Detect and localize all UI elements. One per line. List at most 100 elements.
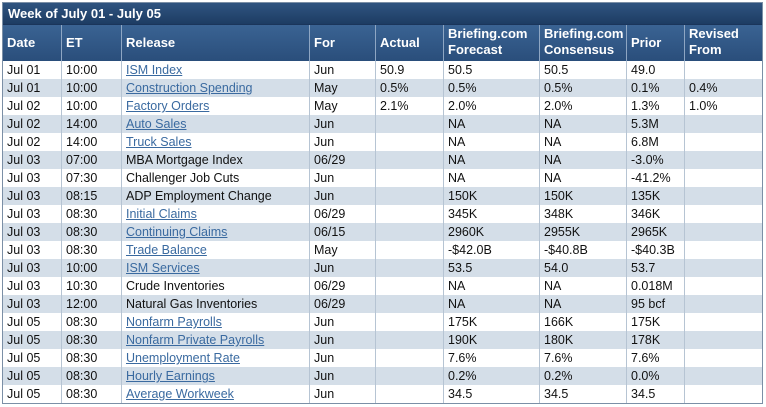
cell-actual [375, 385, 443, 403]
cell-actual: 2.1% [375, 97, 443, 115]
cell-revised [684, 313, 762, 331]
release-link[interactable]: Hourly Earnings [126, 369, 215, 383]
cell-revised [684, 61, 762, 79]
table-row: Jul 01 10:00 ISM Index Jun 50.9 50.5 50.5 49.0 [3, 61, 762, 79]
cell-for: May [309, 79, 375, 97]
cell-revised [684, 223, 762, 241]
cell-release: MBA Mortgage Index [121, 151, 309, 169]
release-link[interactable]: Factory Orders [126, 99, 210, 113]
cell-release: Auto Sales [121, 115, 309, 133]
cell-et: 10:30 [61, 277, 121, 295]
cell-actual [375, 169, 443, 187]
cell-actual [375, 187, 443, 205]
table-row: Jul 03 08:15 ADP Employment Change Jun 150K 1… [3, 187, 762, 205]
cell-prior: -41.2% [626, 169, 684, 187]
cell-date: Jul 03 [7, 261, 41, 275]
cell-actual [375, 313, 443, 331]
cell-date: Jul 01 [7, 81, 41, 95]
cell-consensus: NA [539, 169, 626, 187]
cell-for: 06/29 [309, 151, 375, 169]
cell-date: Jul 03 [7, 207, 41, 221]
cell-prior: 95 bcf [626, 295, 684, 313]
cell-et: 08:30 [61, 385, 121, 403]
cell-release: Continuing Claims [121, 223, 309, 241]
cell-forecast: 175K [443, 313, 539, 331]
cell-for: Jun [309, 349, 375, 367]
cell-prior: 1.3% [626, 97, 684, 115]
header-forecast-line2: Forecast [448, 42, 503, 57]
cell-revised [684, 241, 762, 259]
release-link[interactable]: Continuing Claims [126, 225, 228, 239]
cell-consensus: 150K [539, 187, 626, 205]
release-link[interactable]: ISM Index [126, 63, 183, 77]
cell-prior: 6.8M [626, 133, 684, 151]
cell-for: May [309, 97, 375, 115]
release-link[interactable]: Construction Spending [126, 81, 253, 95]
release-link[interactable]: Truck Sales [126, 135, 192, 149]
cell-et: 08:30 [61, 349, 121, 367]
cell-forecast: 150K [443, 187, 539, 205]
cell-et: 08:15 [61, 187, 121, 205]
header-prior: Prior [626, 25, 684, 61]
table-row: Jul 03 07:30 Challenger Job Cuts Jun NA NA -41… [3, 169, 762, 187]
cell-et: 08:30 [61, 331, 121, 349]
cell-et: 12:00 [61, 295, 121, 313]
release-link[interactable]: Auto Sales [126, 117, 187, 131]
cell-actual [375, 295, 443, 313]
header-actual: Actual [375, 25, 443, 61]
cell-revised [684, 205, 762, 223]
cell-prior: -3.0% [626, 151, 684, 169]
table-header: Date ET Release For Actual Briefing.com F… [3, 24, 762, 61]
cell-date: Jul 05 [7, 369, 41, 383]
cell-forecast: 7.6% [443, 349, 539, 367]
cell-date: Jul 05 [7, 315, 41, 329]
cell-actual [375, 223, 443, 241]
cell-forecast: 50.5 [443, 61, 539, 79]
cell-forecast: -$42.0B [443, 241, 539, 259]
cell-actual: 50.9 [375, 61, 443, 79]
cell-actual [375, 151, 443, 169]
cell-et: 14:00 [61, 115, 121, 133]
cell-release: Crude Inventories [121, 277, 309, 295]
cell-release: Unemployment Rate [121, 349, 309, 367]
cell-date: Jul 03 [7, 153, 41, 167]
release-link[interactable]: Nonfarm Payrolls [126, 315, 222, 329]
table-row: Jul 02 14:00 Auto Sales Jun NA NA 5.3M [3, 115, 762, 133]
cell-et: 08:30 [61, 223, 121, 241]
cell-actual: 0.5% [375, 79, 443, 97]
release-link[interactable]: Trade Balance [126, 243, 207, 257]
release-link[interactable]: Initial Claims [126, 207, 197, 221]
cell-revised [684, 187, 762, 205]
table-row: Jul 05 08:30 Unemployment Rate Jun 7.6% 7.6% 7… [3, 349, 762, 367]
cell-revised: 0.4% [684, 79, 762, 97]
cell-forecast: 53.5 [443, 259, 539, 277]
header-revised-line2: From [689, 42, 722, 57]
release-link[interactable]: Average Workweek [126, 387, 234, 401]
cell-for: Jun [309, 367, 375, 385]
cell-revised [684, 385, 762, 403]
table-row: Jul 05 08:30 Average Workweek Jun 34.5 34.5 34… [3, 385, 762, 403]
cell-prior: 346K [626, 205, 684, 223]
cell-for: Jun [309, 385, 375, 403]
cell-forecast: 0.2% [443, 367, 539, 385]
cell-actual [375, 259, 443, 277]
cell-actual [375, 277, 443, 295]
cell-release: Hourly Earnings [121, 367, 309, 385]
table-row: Jul 05 08:30 Nonfarm Payrolls Jun 175K 166K 17… [3, 313, 762, 331]
cell-date: Jul 05 [7, 387, 41, 401]
cell-prior: 2965K [626, 223, 684, 241]
cell-consensus: 180K [539, 331, 626, 349]
cell-revised: 1.0% [684, 97, 762, 115]
cell-actual [375, 205, 443, 223]
header-revised: Revised From [684, 25, 762, 61]
cell-release: Truck Sales [121, 133, 309, 151]
release-link[interactable]: Unemployment Rate [126, 351, 240, 365]
cell-for: Jun [309, 313, 375, 331]
cell-consensus: 7.6% [539, 349, 626, 367]
release-link[interactable]: ISM Services [126, 261, 200, 275]
cell-for: Jun [309, 133, 375, 151]
cell-release: ISM Index [121, 61, 309, 79]
cell-release: Nonfarm Private Payrolls [121, 331, 309, 349]
release-link[interactable]: Nonfarm Private Payrolls [126, 333, 265, 347]
